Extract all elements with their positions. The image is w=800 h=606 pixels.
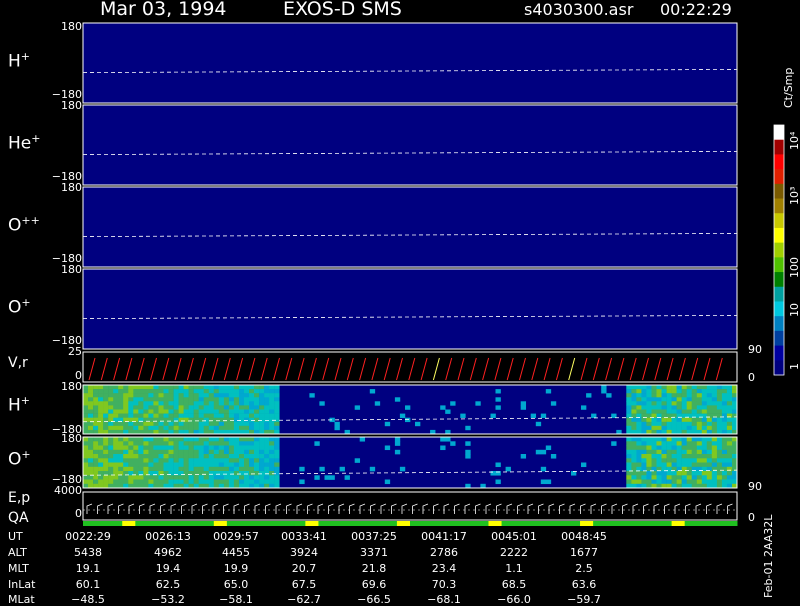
colorbar-swatch [774,228,784,243]
colorbar-swatch [774,272,784,287]
ephemeris-value: 69.6 [344,578,404,591]
colorbar-swatch [774,301,784,316]
ephemeris-label: ALT [8,546,27,559]
tick-h-top: 180 [42,20,82,33]
colorbar-swatch [774,243,784,258]
ephemeris-value: 65.0 [206,578,266,591]
ephemeris-value: 3924 [274,546,334,559]
colorbar-swatch [774,257,784,272]
tick-vr-top: 25 [42,345,82,358]
side-note: Feb-01 2AA32L [762,515,775,598]
ephemeris-label: InLat [8,578,35,591]
ephemeris-value: 3371 [344,546,404,559]
ephemeris-value: 0041:17 [414,530,474,543]
spectrogram-panel [83,23,737,103]
colorbar-unit: Ct/Smp [782,68,795,108]
colorbar-swatch [774,125,784,140]
ephemeris-value: 68.5 [484,578,544,591]
ephemeris-value: 4962 [138,546,198,559]
colorbar-swatch [774,184,784,199]
ephemeris-value: 0029:57 [206,530,266,543]
panel-label-qa: QA [8,510,29,526]
rtick-ep-bottom: 0 [748,511,755,524]
panel-label-opp: O++ [8,214,40,236]
colorbar-tick-100: 100 [788,257,800,278]
tick-opp-top: 180 [42,181,82,194]
colorbar-swatch [774,331,784,346]
colorbar-swatch [774,346,784,361]
ephemeris-value: 1677 [554,546,614,559]
ephemeris-value: 0026:13 [138,530,198,543]
ephemeris-value: 0022:29 [58,530,118,543]
spectrogram-panel [83,187,737,267]
ephemeris-value: 2786 [414,546,474,559]
tick-ep-top: 4000 [42,484,82,497]
colorbar-swatch [774,169,784,184]
ephemeris-value: 63.6 [554,578,614,591]
ephemeris-value: 62.5 [138,578,198,591]
ephemeris-value: 19.9 [206,562,266,575]
ephemeris-value: 1.1 [484,562,544,575]
ephemeris-value: 19.1 [58,562,118,575]
colorbar-swatch [774,140,784,155]
tick-ep-bottom: 0 [42,507,82,520]
tick-lh-top: 180 [42,380,82,393]
ephemeris-value: 20.7 [274,562,334,575]
colorbar-tick-1e3: 10³ [788,187,800,205]
ephemeris-value: 4455 [206,546,266,559]
colorbar-swatch [774,213,784,228]
ephemeris-value: 0045:01 [484,530,544,543]
colorbar-swatch [774,316,784,331]
panel-label-op: O+ [8,296,31,318]
ephemeris-value: 19.4 [138,562,198,575]
rtick-ep-top: 90 [748,480,762,493]
ephemeris-value: 67.5 [274,578,334,591]
spectrogram-panel [83,269,737,349]
ephemeris-value: 2.5 [554,562,614,575]
ephemeris-value: 23.4 [414,562,474,575]
panel-label-h: H+ [8,50,30,72]
panel-label-ep: E,p [8,490,30,506]
ephemeris-value: 0048:45 [554,530,614,543]
ephemeris-value: 5438 [58,546,118,559]
ephemeris-value: 21.8 [344,562,404,575]
tick-he-top: 180 [42,99,82,112]
ephemeris-label: MLT [8,562,29,575]
ephemeris-label: UT [8,530,23,543]
lower-label-o: O+ [8,448,31,470]
rtick-vr-bottom: 0 [748,371,755,384]
ephemeris-value: 2222 [484,546,544,559]
tick-op-top: 180 [42,263,82,276]
colorbar-tick-1e4: 10⁴ [788,132,800,150]
ephemeris-value: 70.3 [414,578,474,591]
panel-label-he: He+ [8,132,40,154]
ephemeris-value: 0037:25 [344,530,404,543]
ephemeris-value: 60.1 [58,578,118,591]
colorbar-swatch [774,360,784,375]
colorbar-swatch [774,154,784,169]
colorbar-swatch [774,199,784,214]
colorbar-tick-1: 1 [788,363,800,370]
spectrogram-panel [83,105,737,185]
ephemeris-value: 0033:41 [274,530,334,543]
panel-label-vr: V,r [8,355,28,371]
tick-lo-top: 180 [42,432,82,445]
colorbar-tick-10: 10 [788,303,800,317]
colorbar-swatch [774,287,784,302]
rtick-vr-top: 90 [748,343,762,356]
lower-label-h: H+ [8,394,30,416]
